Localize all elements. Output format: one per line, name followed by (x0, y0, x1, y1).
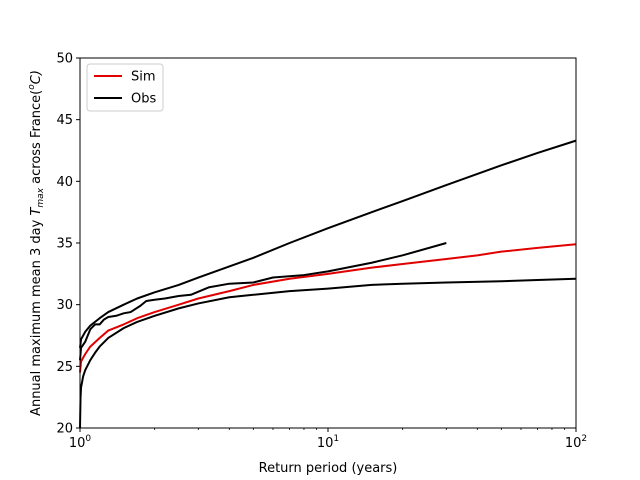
x-axis-label: Return period (years) (259, 461, 398, 476)
series-line-sim (79, 243, 577, 373)
series-layer (79, 139, 577, 429)
y-tick-label: 20 (56, 422, 73, 437)
y-tick-label: 50 (56, 52, 73, 67)
legend: Sim Obs (86, 63, 164, 112)
legend-sim-label: Sim (131, 70, 156, 85)
series-line-obs (79, 242, 447, 361)
y-tick-label: 25 (56, 360, 73, 375)
plot-frame (79, 57, 577, 429)
y-axis-label: Annual maximum mean 3 day Tmax across Fr… (27, 70, 46, 416)
x-tick-label: 100 (69, 434, 92, 451)
ticks-layer: 20 25 30 35 40 45 50 100 101 102 (56, 52, 587, 452)
series-line-obs-lower-bound (79, 277, 577, 429)
series-line-obs-upper-bound (79, 139, 577, 348)
y-tick-label: 45 (56, 113, 73, 128)
y-tick-label: 30 (56, 298, 73, 313)
x-tick-label: 102 (565, 434, 587, 451)
legend-obs-label: Obs (131, 92, 156, 107)
y-tick-label: 35 (56, 237, 73, 252)
x-tick-label: 101 (317, 434, 339, 451)
y-tick-label: 40 (56, 175, 73, 190)
